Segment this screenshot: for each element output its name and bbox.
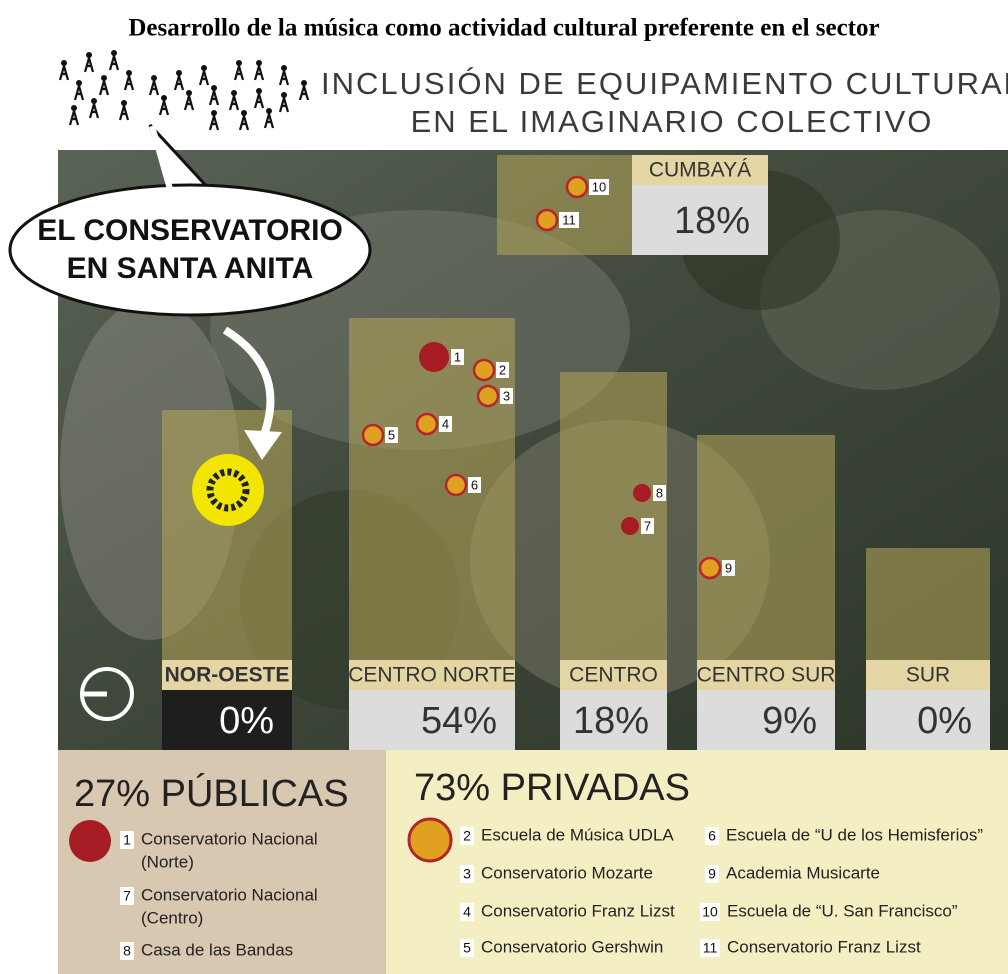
map-marker: 2: [474, 360, 509, 380]
callout-line: EN SANTA ANITA: [67, 252, 314, 285]
marker-dot: [537, 210, 557, 230]
zone-area: [697, 435, 835, 660]
zone: CENTRO 18%: [560, 372, 667, 750]
map-marker: 9: [700, 558, 735, 578]
legend-heading: 73% PRIVADAS: [414, 767, 690, 809]
marker-number: 4: [442, 416, 449, 431]
legend-name: Conservatorio Nacional: [141, 829, 318, 848]
legend-name: Academia Musicarte: [726, 863, 880, 882]
public-symbol: [69, 820, 111, 862]
legend-heading: 27% PÚBLICAS: [74, 772, 349, 815]
zone-area: [866, 548, 990, 660]
conservatorio-icon: [192, 454, 264, 526]
zone-share: 9%: [762, 700, 817, 742]
zone-area: [162, 410, 292, 660]
marker-dot: [700, 558, 720, 578]
legend-number: 11: [703, 940, 718, 956]
marker-number: 6: [471, 477, 478, 492]
marker-dot: [478, 386, 498, 406]
legend-item: 2 Escuela de Música UDLA: [460, 825, 674, 845]
legend-number: 4: [463, 904, 471, 920]
legend-number: 9: [708, 866, 716, 882]
zone-area: [560, 372, 667, 660]
marker-dot: [363, 425, 383, 445]
legend-number: 7: [123, 888, 131, 904]
legend-name: Conservatorio Gershwin: [481, 937, 663, 956]
map-marker: 3: [478, 386, 513, 406]
header-line: EN EL IMAGINARIO COLECTIVO: [411, 104, 934, 139]
legend-number: 8: [123, 943, 131, 959]
legend-item: 4 Conservatorio Franz Lizst: [460, 901, 675, 921]
map-marker: 6: [446, 475, 481, 495]
legend-item: 10 Escuela de “U. San Francisco”: [700, 901, 958, 921]
zone-name: CENTRO: [569, 664, 658, 687]
zone-share: 0%: [917, 700, 972, 742]
zone-share: 18%: [573, 700, 649, 742]
zone: CENTRO NORTE 54%: [348, 318, 516, 750]
legend-name: Escuela de “U de los Hemisferios”: [726, 825, 983, 844]
marker-dot: [417, 414, 437, 434]
legend-name: Conservatorio Nacional: [141, 885, 318, 904]
legend-name: Conservatorio Franz Lizst: [481, 901, 675, 920]
legend-name: (Centro): [141, 908, 203, 927]
zone: CENTRO SUR 9%: [697, 435, 836, 750]
marker-number: 7: [644, 518, 651, 533]
zone: CUMBAYÁ 18%: [497, 155, 768, 255]
legend-name: (Norte): [141, 852, 194, 871]
marker-number: 8: [656, 485, 663, 500]
zone-share: 18%: [674, 200, 750, 242]
marker-dot: [474, 360, 494, 380]
marker-number: 1: [454, 349, 461, 364]
marker-number: 11: [562, 212, 576, 227]
map-marker: 4: [417, 414, 452, 434]
private-symbol: [409, 819, 451, 861]
marker-number: 3: [503, 388, 510, 403]
legend-name: Escuela de Música UDLA: [481, 825, 674, 844]
legend-number: 6: [708, 828, 716, 844]
legend-item: 11 Conservatorio Franz Lizst: [700, 937, 921, 957]
infographic: Desarrollo de la música como actividad c…: [0, 0, 1008, 974]
zone-name: NOR-OESTE: [165, 664, 290, 687]
marker-dot: [446, 475, 466, 495]
zone-name: CENTRO SUR: [697, 664, 836, 687]
marker-dot: [633, 484, 651, 502]
zone-name: CENTRO NORTE: [348, 664, 516, 687]
marker-number: 5: [388, 427, 395, 442]
legend-name: Escuela de “U. San Francisco”: [727, 901, 958, 920]
marker-number: 10: [592, 179, 606, 194]
crowd-icon: [60, 50, 308, 130]
page-title: Desarrollo de la música como actividad c…: [128, 15, 879, 42]
map-marker: 5: [363, 425, 398, 445]
marker-dot: [567, 177, 587, 197]
zone-area: [497, 155, 632, 255]
legend-number: 2: [463, 828, 471, 844]
marker-dot: [621, 517, 639, 535]
legend-item: 5 Conservatorio Gershwin: [460, 937, 663, 957]
legend-name: Conservatorio Franz Lizst: [727, 937, 921, 956]
legend-number: 1: [123, 832, 131, 848]
zone-name: SUR: [906, 664, 950, 687]
legend-item: 8 Casa de las Bandas: [120, 940, 293, 960]
header-line: INCLUSIÓN DE EQUIPAMIENTO CULTURAL: [321, 66, 1008, 101]
zone-share: 54%: [421, 700, 497, 742]
legend-name: Casa de las Bandas: [141, 940, 293, 959]
marker-dot: [419, 342, 449, 372]
legend-number: 3: [463, 866, 471, 882]
marker-number: 9: [725, 560, 732, 575]
legend-item: 6 Escuela de “U de los Hemisferios”: [705, 825, 983, 845]
marker-number: 2: [499, 362, 506, 377]
legend-item: 3 Conservatorio Mozarte: [460, 863, 653, 883]
zone: SUR 0%: [866, 548, 990, 750]
legend-number: 5: [463, 940, 471, 956]
zone-name: CUMBAYÁ: [649, 159, 751, 182]
legend-number: 10: [702, 904, 718, 920]
callout-line: EL CONSERVATORIO: [37, 214, 343, 247]
zone-share: 0%: [219, 700, 274, 742]
legend-item: 9 Academia Musicarte: [705, 863, 880, 883]
legend-name: Conservatorio Mozarte: [481, 863, 653, 882]
